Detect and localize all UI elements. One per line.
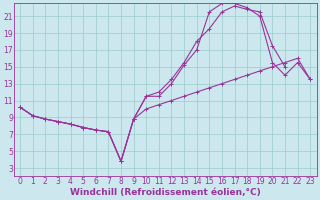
X-axis label: Windchill (Refroidissement éolien,°C): Windchill (Refroidissement éolien,°C) <box>70 188 260 197</box>
